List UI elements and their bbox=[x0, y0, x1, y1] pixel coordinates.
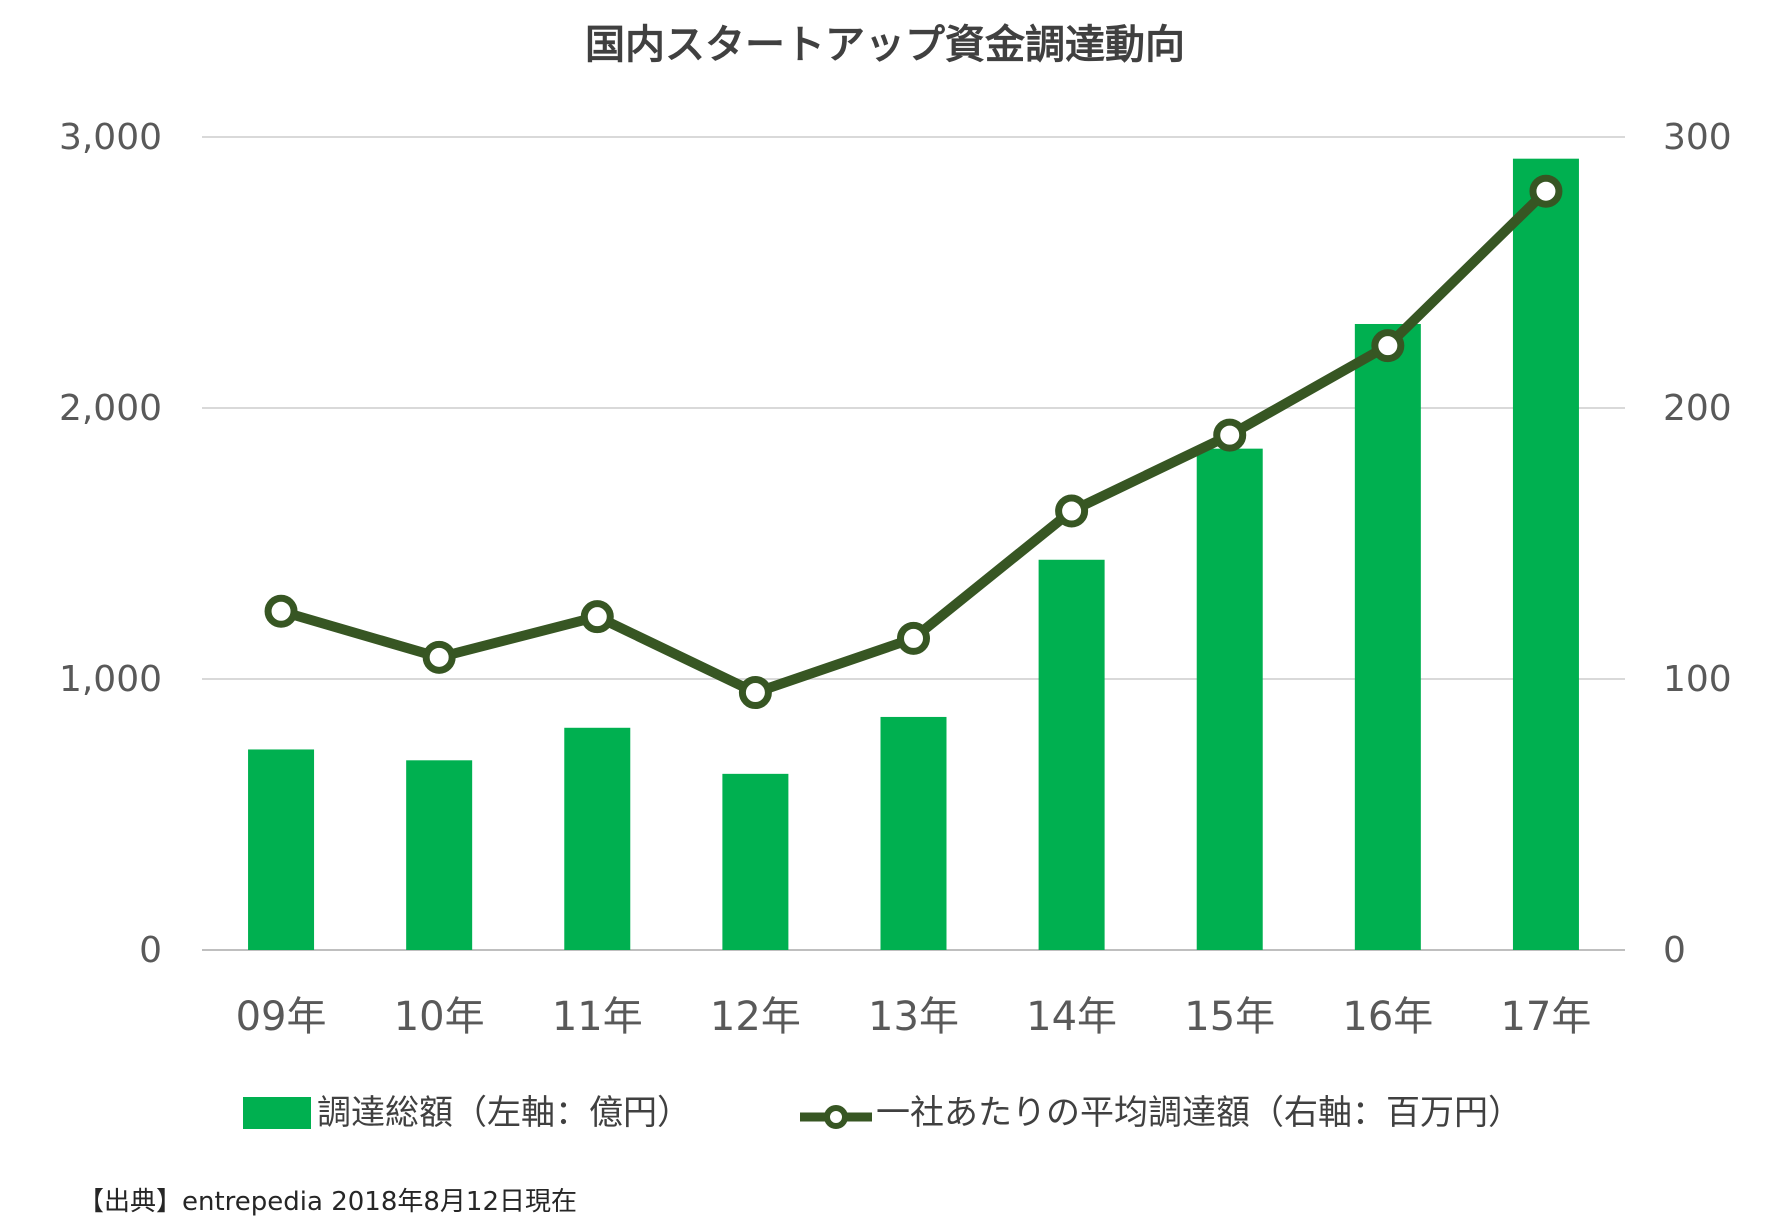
category-label: 09年 bbox=[236, 994, 327, 1040]
category-label: 13年 bbox=[868, 994, 959, 1040]
category-label: 16年 bbox=[1342, 994, 1433, 1040]
legend-swatch-bar bbox=[243, 1097, 311, 1129]
line-point bbox=[738, 676, 772, 710]
line-point bbox=[422, 640, 456, 674]
left-axis-tick-label: 0 bbox=[139, 930, 162, 971]
right-axis-tick-label: 300 bbox=[1663, 117, 1732, 158]
legend-label-line: 一社あたりの平均調達額（右軸：百万円） bbox=[876, 1093, 1522, 1133]
category-label: 12年 bbox=[710, 994, 801, 1040]
bar bbox=[722, 773, 789, 950]
bar bbox=[880, 716, 947, 950]
line-point bbox=[1055, 494, 1089, 528]
bar bbox=[248, 749, 315, 950]
category-label: 17年 bbox=[1500, 994, 1591, 1040]
right-axis-tick-label: 100 bbox=[1663, 659, 1732, 700]
line-point bbox=[580, 600, 614, 634]
bar bbox=[1512, 158, 1579, 950]
category-label: 11年 bbox=[552, 994, 643, 1040]
legend-swatch-marker bbox=[824, 1105, 848, 1129]
category-label: 10年 bbox=[394, 994, 485, 1040]
left-axis-tick-label: 2,000 bbox=[59, 388, 162, 429]
legend: 調達総額（左軸：億円） 一社あたりの平均調達額（右軸：百万円） bbox=[243, 1093, 1522, 1133]
right-axis-tick-label: 200 bbox=[1663, 388, 1732, 429]
right-axis-tick-label: 0 bbox=[1663, 930, 1686, 971]
bar bbox=[1038, 559, 1105, 950]
category-label: 14年 bbox=[1026, 994, 1117, 1040]
bar bbox=[1354, 323, 1421, 950]
left-axis-tick-label: 3,000 bbox=[59, 117, 162, 158]
legend-label-bar: 調達総額（左軸：億円） bbox=[317, 1093, 691, 1133]
line-point bbox=[264, 594, 298, 628]
bar bbox=[564, 727, 631, 950]
chart-title: 国内スタートアップ資金調達動向 bbox=[585, 22, 1185, 68]
line-series bbox=[264, 174, 1563, 710]
source-note: 【出典】entrepedia 2018年8月12日現在 bbox=[78, 1187, 577, 1217]
line-point bbox=[1371, 329, 1405, 363]
left-axis-ticks: 0 1,000 2,000 3,000 bbox=[59, 117, 162, 971]
bar bbox=[406, 760, 473, 950]
left-axis-tick-label: 1,000 bbox=[59, 659, 162, 700]
line-point bbox=[897, 621, 930, 655]
right-axis-ticks: 0 100 200 300 bbox=[1663, 117, 1732, 971]
category-axis-labels: 09年 10年 11年 12年 13年 14年 15年 16年 17年 bbox=[236, 994, 1592, 1040]
line-point bbox=[1213, 418, 1247, 452]
bar-series bbox=[248, 158, 1579, 950]
category-label: 15年 bbox=[1184, 994, 1275, 1040]
line-point bbox=[1529, 174, 1563, 208]
bar bbox=[1196, 448, 1263, 950]
